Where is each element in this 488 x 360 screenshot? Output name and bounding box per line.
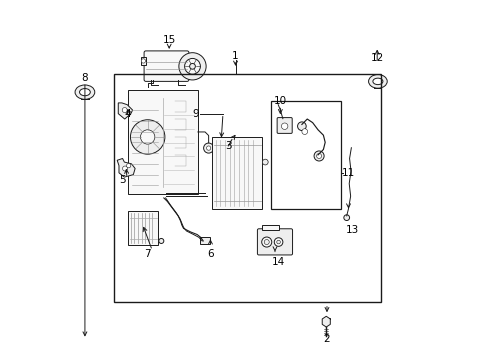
FancyBboxPatch shape: [277, 118, 292, 134]
Bar: [199, 237, 209, 244]
Text: 2: 2: [323, 333, 329, 343]
Polygon shape: [322, 316, 329, 327]
Circle shape: [206, 146, 210, 150]
Ellipse shape: [372, 78, 382, 85]
Circle shape: [130, 120, 164, 154]
Circle shape: [122, 166, 127, 171]
Text: 8: 8: [81, 73, 88, 83]
Bar: [212, 137, 262, 209]
Text: 5: 5: [119, 175, 125, 185]
Circle shape: [264, 239, 269, 244]
Circle shape: [203, 143, 213, 153]
Circle shape: [184, 58, 200, 74]
Text: 4: 4: [124, 109, 131, 119]
Circle shape: [313, 151, 324, 161]
Text: 10: 10: [273, 96, 286, 106]
Text: 14: 14: [271, 257, 285, 267]
Text: 1: 1: [232, 51, 238, 61]
Text: 13: 13: [345, 225, 358, 235]
Ellipse shape: [80, 89, 90, 96]
Circle shape: [301, 129, 307, 134]
Circle shape: [140, 130, 155, 144]
Circle shape: [281, 123, 287, 130]
Circle shape: [122, 108, 127, 113]
Ellipse shape: [75, 85, 95, 99]
Bar: [271, 101, 341, 209]
Circle shape: [141, 59, 145, 63]
Bar: [128, 90, 198, 194]
Circle shape: [316, 153, 321, 158]
Circle shape: [276, 240, 280, 244]
Text: 3: 3: [224, 141, 231, 151]
Bar: [113, 74, 380, 302]
Polygon shape: [117, 158, 135, 177]
Circle shape: [261, 237, 271, 247]
Text: 6: 6: [207, 248, 213, 258]
Bar: [262, 225, 278, 230]
Bar: [128, 211, 158, 245]
Circle shape: [189, 63, 195, 69]
Circle shape: [262, 159, 267, 165]
Circle shape: [324, 319, 328, 324]
Bar: [140, 57, 146, 65]
Circle shape: [179, 53, 206, 80]
Text: 11: 11: [341, 168, 354, 178]
Text: 15: 15: [162, 35, 176, 45]
Circle shape: [159, 238, 163, 243]
FancyBboxPatch shape: [257, 229, 292, 255]
Ellipse shape: [368, 75, 386, 88]
Text: 12: 12: [370, 53, 383, 63]
Polygon shape: [118, 103, 132, 119]
FancyBboxPatch shape: [144, 51, 188, 81]
Text: 9: 9: [192, 109, 199, 119]
Text: 7: 7: [143, 248, 150, 258]
Circle shape: [274, 238, 282, 246]
Circle shape: [297, 122, 305, 131]
Circle shape: [343, 215, 349, 221]
Circle shape: [126, 163, 131, 168]
